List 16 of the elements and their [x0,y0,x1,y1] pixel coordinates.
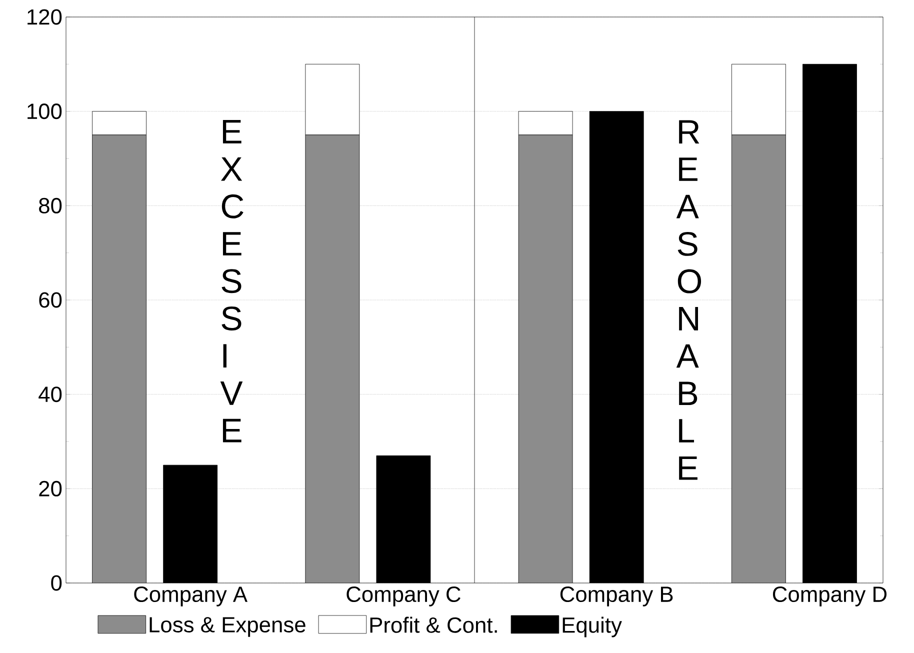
legend-label: Profit & Cont. [370,616,497,633]
legend-label: Loss & Expense [150,617,306,637]
y-tick-label: 80 [39,198,62,214]
y-tick-label: 0 [51,575,62,591]
x-tick-label: Company B [560,586,673,606]
text: EXCESSIVE [220,120,244,442]
x-tick-label: Company A [134,586,248,606]
y-tick-label: 120 [28,9,62,25]
x-tick-label: Company C [346,586,460,606]
y-tick-label: 100 [28,104,62,120]
y-tick-label: 60 [39,292,62,308]
x-tick-label: Company D [772,586,887,606]
y-tick-label: 20 [39,480,62,496]
text: REASONABLE [676,120,702,480]
y-tick-label: 40 [38,386,62,402]
legend-label: Equity [562,616,622,638]
